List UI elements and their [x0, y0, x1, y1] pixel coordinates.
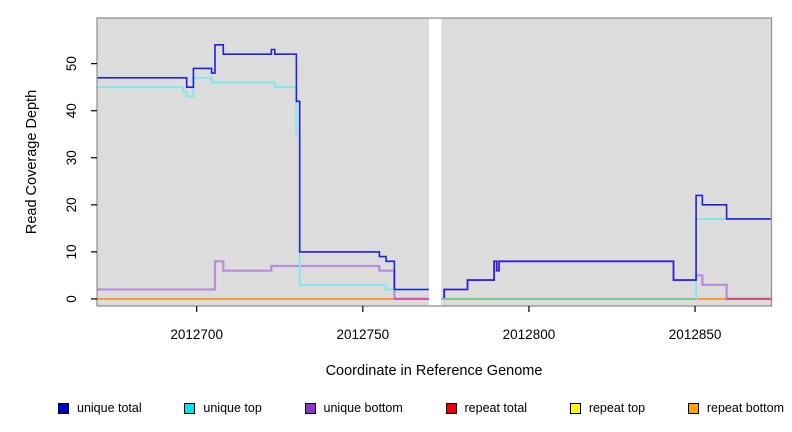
series-line-unique-top — [97, 76, 429, 291]
legend: unique total unique top unique bottom repea… — [58, 398, 784, 418]
legend-item-unique-bottom: unique bottom — [304, 401, 403, 415]
panel-border — [96, 17, 773, 307]
y-tick-label: 0 — [64, 295, 79, 303]
x-tick-label: 2012750 — [337, 327, 390, 342]
axes: 2012700 2012750 2012800 2012850 0 10 20 30 40 50 — [64, 56, 721, 342]
x-axis-title: Coordinate in Reference Genome — [326, 363, 543, 379]
x-tick-label: 2012850 — [669, 327, 722, 342]
y-tick-label: 30 — [64, 150, 79, 165]
series-line-unique-total — [441, 194, 772, 300]
legend-swatch-icon — [184, 402, 196, 414]
legend-swatch-icon — [58, 402, 69, 414]
legend-item-repeat-bottom: repeat bottom — [687, 401, 784, 415]
y-tick-label: 50 — [64, 56, 79, 71]
legend-label: repeat total — [464, 401, 528, 415]
legend-swatch-icon — [569, 402, 581, 414]
legend-item-repeat-top: repeat top — [569, 401, 646, 415]
y-tick-label: 40 — [64, 103, 79, 118]
x-tick-label: 2012700 — [170, 327, 223, 342]
panel-frame — [96, 17, 773, 307]
coverage-chart: 2012700 2012750 2012800 201285001020304050 … — [24, 17, 773, 379]
legend-label: repeat top — [588, 401, 646, 415]
series-line-unique-total — [97, 44, 429, 291]
legend-swatch-icon — [304, 402, 316, 414]
legend-swatch-icon — [687, 402, 699, 414]
y-tick-label: 10 — [64, 244, 79, 259]
legend-item-unique-total: unique total — [58, 401, 142, 415]
gap-band — [428, 18, 442, 306]
legend-item-unique-top: unique top — [184, 401, 262, 415]
series-lines — [97, 44, 772, 300]
y-tick-label: 20 — [64, 197, 79, 212]
coverage-gap-band — [428, 18, 442, 306]
legend-label: unique total — [77, 401, 142, 415]
legend-label: unique top — [203, 401, 262, 415]
legend-label: unique bottom — [323, 401, 403, 415]
legend-label: repeat bottom — [706, 401, 784, 415]
x-tick-label: 2012800 — [503, 327, 556, 342]
legend-swatch-icon — [445, 402, 457, 414]
y-axis-title: Read Coverage Depth — [24, 90, 40, 234]
legend-item-repeat-total: repeat total — [445, 401, 528, 415]
